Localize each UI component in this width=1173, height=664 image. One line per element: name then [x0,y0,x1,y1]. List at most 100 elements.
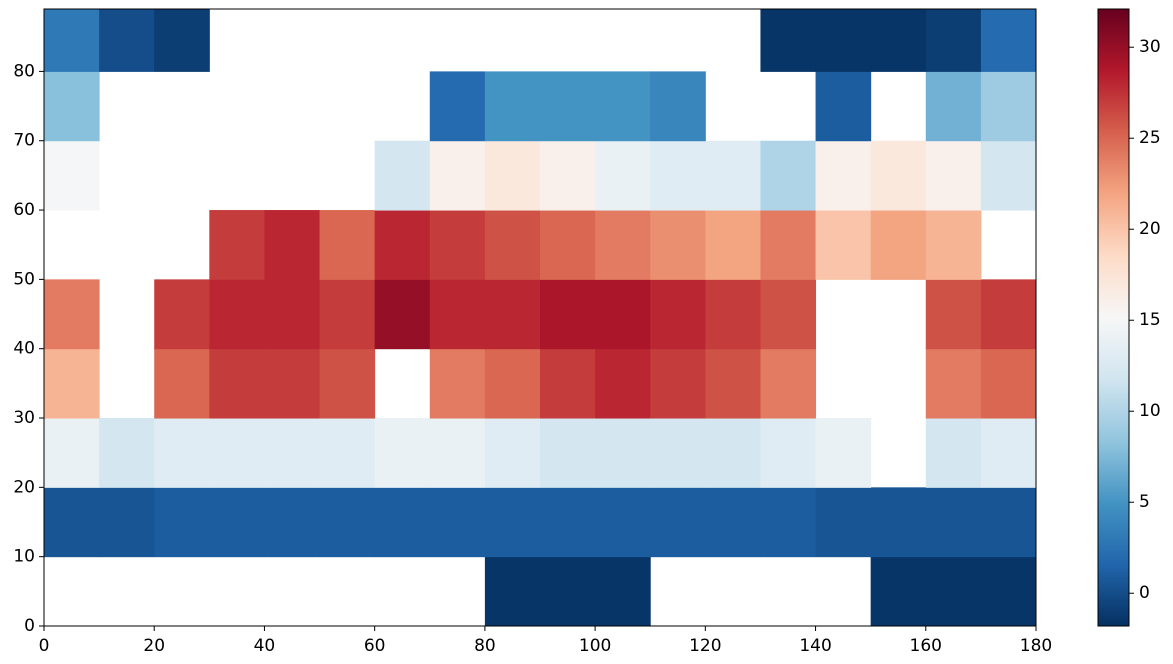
x-tick-label: 20 [143,636,165,656]
colorbar-tick-label: 20 [1139,219,1161,239]
heat-cell [484,210,541,280]
heat-cell [760,9,817,72]
heat-cell [264,487,321,558]
heat-cell [705,140,761,211]
y-tick-label: 40 [13,339,35,359]
heat-cell [650,487,706,558]
heat-cell [374,487,431,558]
y-tick-label: 30 [13,408,35,428]
heat-cell [429,140,486,211]
heat-cell [429,210,486,280]
heat-cell [484,487,541,558]
colorbar-tick-label: 10 [1139,401,1161,421]
y-tick-label: 0 [24,616,35,636]
heat-cell [209,279,265,350]
heat-cell [980,71,1037,142]
heat-cell [44,279,100,350]
heat-cell [429,71,486,142]
heat-cell [870,487,927,558]
heat-cell [925,140,982,211]
heat-cell [540,71,596,142]
heat-cell [44,348,100,419]
heat-cell [870,140,927,211]
heat-cell [925,279,982,350]
heat-cell [925,487,982,558]
heat-cell [540,487,596,558]
y-tick-label: 80 [13,61,35,81]
heat-cell [595,279,651,350]
heat-cell [154,418,210,488]
heat-cell [429,279,486,350]
heat-cell [595,140,651,211]
heat-cell [44,140,100,211]
colorbar-tick-label: 5 [1139,492,1150,512]
y-tick-label: 50 [13,269,35,289]
heat-cell [595,71,651,142]
heat-cell [980,556,1037,627]
heat-cell [484,71,541,142]
heat-cell [980,418,1037,488]
heat-cell [99,487,155,558]
heat-cell [429,348,486,419]
heat-cell [980,487,1037,558]
heat-cell [264,348,321,419]
heat-cell [540,418,596,488]
heat-cell [650,140,706,211]
heat-cell [484,418,541,488]
colorbar [1097,8,1130,627]
heat-cell [99,418,155,488]
colorbar-tick-label: 30 [1139,37,1161,57]
heat-cell [650,279,706,350]
heat-cell [484,279,541,350]
heat-cell [760,140,817,211]
heat-cell [980,140,1037,211]
heatmap-cells [44,9,1037,627]
x-tick-label: 60 [364,636,386,656]
heat-cell [980,279,1037,350]
heat-cell [319,210,376,280]
heat-cell [540,279,596,350]
heat-cell [484,348,541,419]
x-tick-label: 100 [579,636,611,656]
heat-cell [264,210,321,280]
heat-cell [815,9,872,72]
heat-cell [925,9,982,72]
colorbar-tick-label: 0 [1139,583,1150,603]
y-tick-label: 60 [13,200,35,220]
heat-cell [429,487,486,558]
heat-cell [484,140,541,211]
heat-cell [209,487,265,558]
heat-cell [319,348,376,419]
heat-cell [44,71,100,142]
y-tick-label: 10 [13,547,35,567]
heat-cell [650,210,706,280]
heat-cell [815,140,872,211]
x-tick-label: 120 [689,636,721,656]
heat-cell [154,487,210,558]
heat-cell [595,210,651,280]
heat-cell [925,348,982,419]
heat-cell [595,348,651,419]
heat-cell [319,487,376,558]
heat-cell [705,210,761,280]
heat-cell [484,556,541,627]
x-tick-label: 160 [910,636,942,656]
heat-cell [760,279,817,350]
heat-cell [980,348,1037,419]
colorbar-tick-label: 15 [1139,310,1161,330]
heat-cell [374,210,431,280]
heat-cell [374,279,431,350]
x-tick-label: 80 [474,636,496,656]
y-tick-label: 70 [13,131,35,151]
heat-cell [925,418,982,488]
heat-cell [209,210,265,280]
heat-cell [540,140,596,211]
heat-cell [980,9,1037,72]
heat-cell [540,348,596,419]
heat-cell [209,348,265,419]
heat-cell [319,418,376,488]
heat-cell [650,348,706,419]
heat-cell [760,487,817,558]
heat-cell [374,418,431,488]
